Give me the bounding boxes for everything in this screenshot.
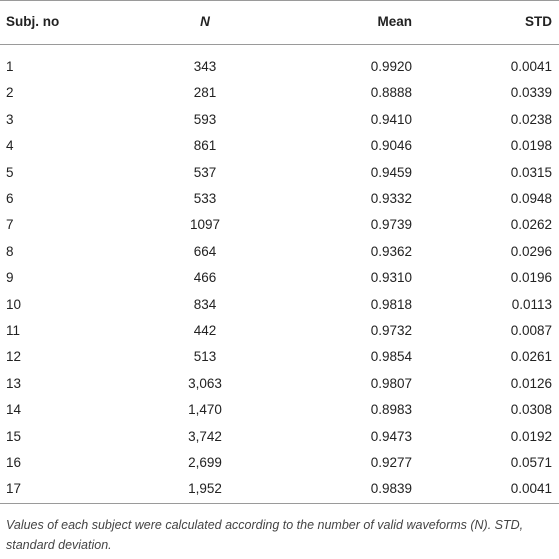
table-cell: 0.0238 [510,111,552,127]
table-cell: 537 [193,164,217,180]
header-rule [0,44,559,45]
table-cell: 14 [6,402,22,418]
table-cell: 0.8983 [370,402,412,418]
table-cell: 834 [193,296,217,312]
table-cell: 7 [6,217,14,233]
header-cell: N [200,14,210,29]
table-cell: 0.9839 [370,481,412,497]
table-cell: 513 [193,349,217,365]
table-cell: 0.9310 [370,270,412,286]
table-cell: 0.0192 [510,428,552,444]
table-cell: 0.9277 [370,455,412,470]
table-cell: 0.0113 [511,296,552,312]
table-cell: 0.9739 [370,217,412,233]
table-cell: 0.9459 [370,164,412,180]
table-cell: 6 [6,191,14,206]
table-cell: 3 [6,111,14,127]
table-cell: 0.0261 [510,349,552,365]
table-cell: 1,470 [188,402,222,418]
table-cell: 0.0198 [510,138,552,154]
table-cell: 13 [6,375,22,391]
table-cell: 0.9473 [370,428,412,444]
table-cell: 10 [6,296,22,312]
table-cell: 0.0262 [510,217,552,233]
table-cell: 533 [193,191,217,206]
table-cell: 593 [193,111,217,127]
table-cell: 281 [193,85,217,101]
header-cell: Subj. no [6,14,60,29]
table-cell: 442 [193,323,217,338]
table-cell: 3,742 [188,428,222,444]
table-cell: 0.0041 [510,59,552,74]
table-cell: 1,952 [188,481,222,497]
table-cell: 0.0087 [510,323,552,338]
table-cell: 0.0041 [510,481,552,497]
top-rule [0,0,559,1]
table-cell: 17 [6,481,22,497]
table-cell: 9 [6,270,14,286]
table-cell: 466 [193,270,217,286]
table-cell: 0.9920 [370,59,412,74]
table-cell: 12 [6,349,22,365]
table-cell: 0.9332 [370,191,412,206]
table-cell: 0.0126 [510,375,552,391]
footnote: Values of each subject were calculated a… [6,518,524,552]
header-cell: Mean [377,14,412,29]
table-cell: 0.0196 [510,270,552,286]
header-cell: STD [525,14,552,29]
table-cell: 664 [193,243,217,259]
table-cell: 5 [6,164,14,180]
table-cell: 11 [6,323,21,338]
table-cell: 0.0315 [510,164,552,180]
table-cell: 861 [193,138,217,154]
table-cell: 0.0948 [510,191,552,206]
table-cell: 0.9046 [370,138,412,154]
table-cell: 0.9410 [370,111,412,127]
table-cell: 2,699 [188,455,222,470]
table-cell: 15 [6,428,22,444]
table-cell: 4 [6,138,14,154]
table-cell: 8 [6,243,14,259]
table-cell: 0.8888 [370,85,412,101]
table-cell: 0.0308 [510,402,552,418]
table-cell: 0.0339 [510,85,552,101]
table-cell: 0.9818 [370,296,412,312]
table-cell: 0.9732 [370,323,412,338]
table-cell: 1097 [189,217,221,233]
table-cell: 343 [193,59,217,74]
table-cell: 0.9362 [370,243,412,259]
table-cell: 2 [6,85,14,101]
table-cell: 16 [6,455,22,470]
table-cell: 0.9807 [370,375,412,391]
table-cell: 1 [6,59,14,74]
table-cell: 3,063 [188,375,222,391]
table-cell: 0.9854 [370,349,412,365]
bottom-rule [0,503,559,504]
table-cell: 0.0571 [510,455,552,470]
table-cell: 0.0296 [510,243,552,259]
